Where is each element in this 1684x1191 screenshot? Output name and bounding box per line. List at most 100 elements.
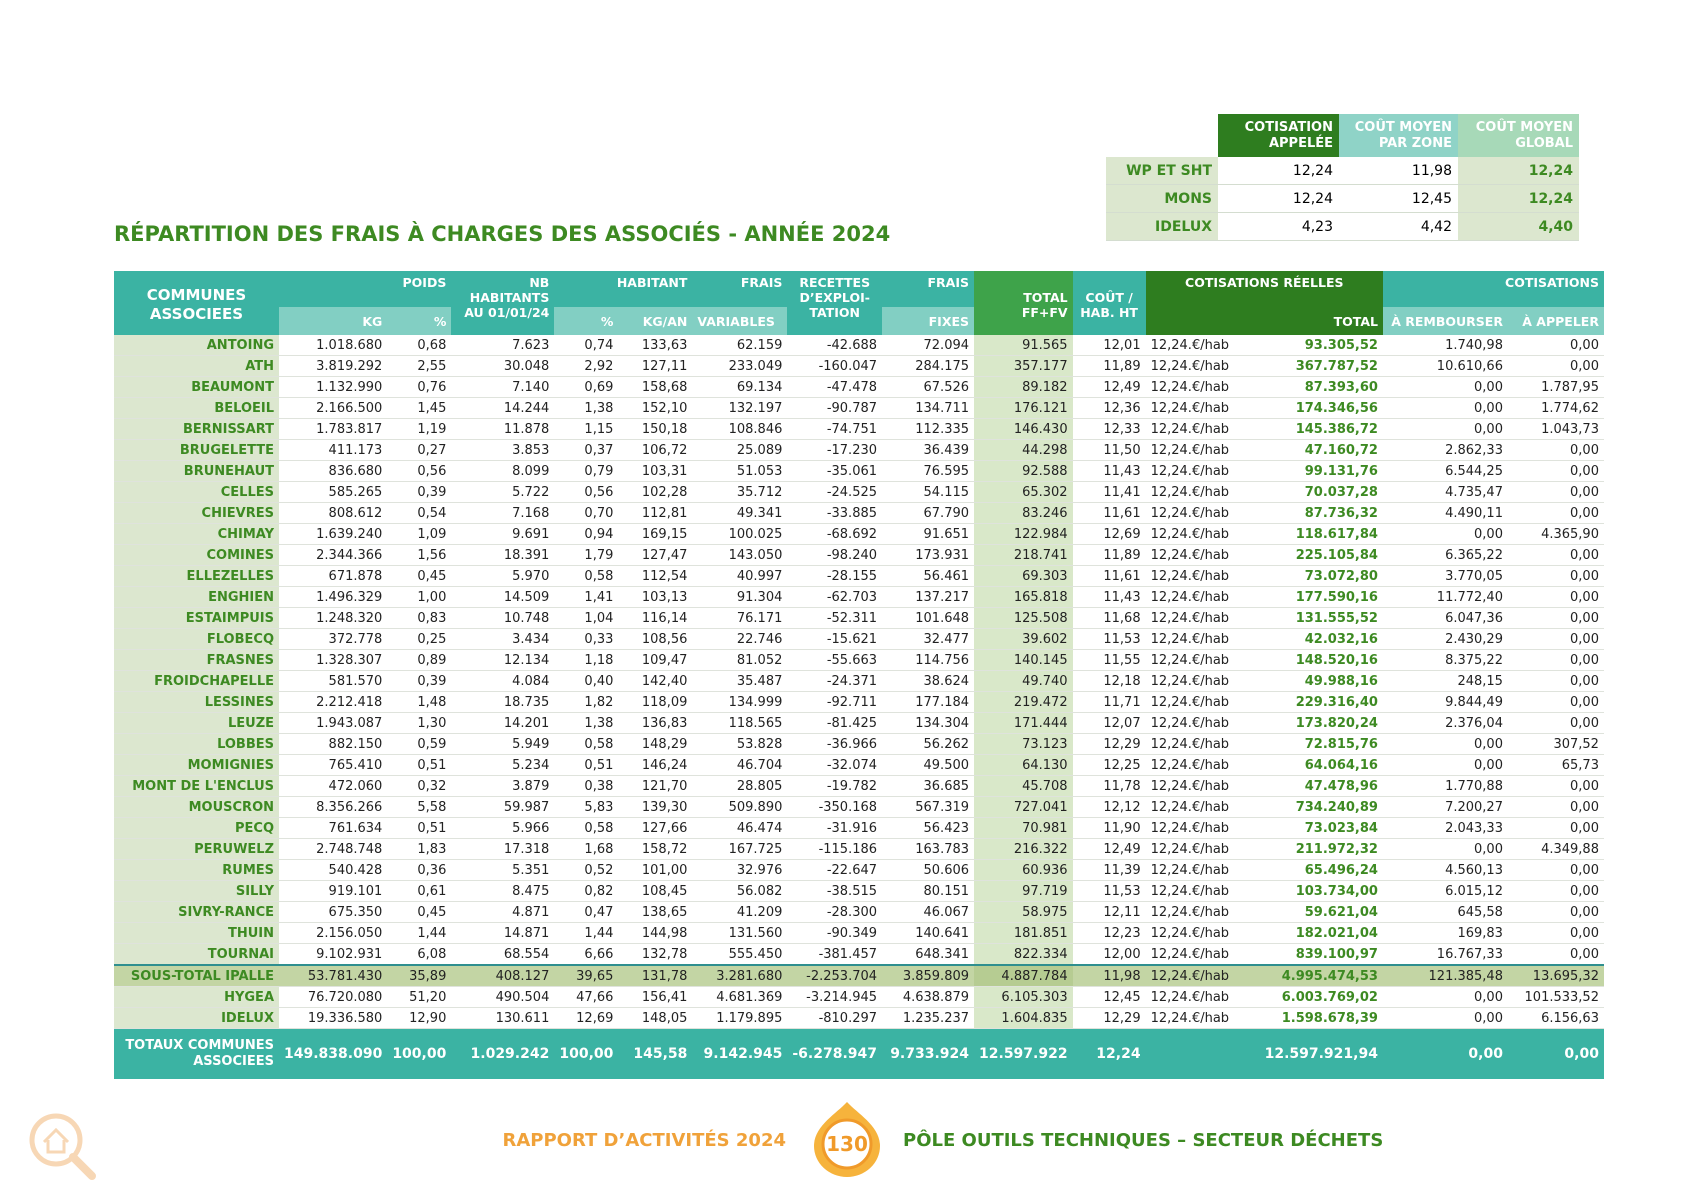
cell: 30.048: [451, 355, 555, 377]
cell: 6.156,63: [1507, 1007, 1604, 1029]
cell: 12,01: [1072, 335, 1146, 356]
cell: -19.782: [787, 775, 883, 797]
row-label: BRUGELETTE: [114, 439, 279, 461]
cell: 6.544,25: [1382, 460, 1508, 482]
cell: 1.018.680: [279, 335, 388, 356]
cell: 146.430: [974, 418, 1073, 440]
cell: 0,56: [387, 460, 452, 482]
cell: 167.725: [692, 838, 788, 860]
cell: 56.082: [692, 880, 788, 902]
header-cell: %: [387, 307, 452, 335]
cell: 132.197: [692, 397, 788, 419]
cell: 131.560: [692, 922, 788, 944]
cell: 1.328.307: [279, 649, 388, 671]
cell: 0,00: [1382, 376, 1508, 398]
cell: 32.976: [692, 859, 788, 881]
cell: 9.142.945: [692, 1028, 788, 1079]
table-row: BRUGELETTE 411.173 0,27 3.853 0,37 106,72 25.0…: [114, 439, 1604, 461]
header-cell: COTISATIONS: [1382, 271, 1604, 307]
cell: 2.376,04: [1382, 712, 1508, 734]
table-row: ATH 3.819.292 2,55 30.048 2,92 127,11 233.049-…: [114, 355, 1604, 377]
cell: 0,00: [1507, 607, 1604, 629]
cell: 0,00: [1507, 775, 1604, 797]
cell: 1,82: [554, 691, 619, 713]
cell: -90.349: [787, 922, 883, 944]
cell: 64.130: [974, 754, 1073, 776]
cell: 2.862,33: [1382, 439, 1508, 461]
cell: -47.478: [787, 376, 883, 398]
cell: -81.425: [787, 712, 883, 734]
cell: 132,78: [618, 943, 693, 966]
row-label: CHIEVRES: [114, 502, 279, 524]
header-cell: COMMUNES ASSOCIEES: [114, 271, 279, 335]
cell: 1.770,88: [1382, 775, 1508, 797]
cell: 108,56: [618, 628, 693, 650]
cell: 1.598.678,39: [1259, 1007, 1383, 1029]
header-cell: COÛT / HAB. HT: [1072, 271, 1146, 335]
cell: 11,43: [1072, 586, 1146, 608]
main-table: COMMUNES ASSOCIEES POIDS NB HABITANTS AU…: [114, 271, 1604, 1079]
cell: 53.781.430: [279, 964, 388, 987]
cell: 1,68: [554, 838, 619, 860]
cell: 2,92: [554, 355, 619, 377]
cell: 4.735,47: [1382, 481, 1508, 503]
cell: 67.526: [882, 376, 975, 398]
cell: 12,69: [1072, 523, 1146, 545]
cell: 8.356.266: [279, 796, 388, 818]
cell: 0,00: [1507, 544, 1604, 566]
cell: 11,98: [1339, 157, 1458, 185]
cell: 108,45: [618, 880, 693, 902]
cell: 12,23: [1072, 922, 1146, 944]
cell: 0,00: [1507, 880, 1604, 902]
cell: 0,68: [387, 335, 452, 356]
header-row: COMMUNES ASSOCIEES POIDS NB HABITANTS AU…: [114, 271, 1604, 335]
cell: 2.748.748: [279, 838, 388, 860]
header-cell: HABITANT: [554, 271, 693, 307]
cell: 70.981: [974, 817, 1073, 839]
cell: 0,00: [1382, 397, 1508, 419]
cell: 4,23: [1218, 212, 1339, 241]
header-cell: RECETTES D’EXPLOI-TATION: [787, 271, 883, 335]
cell: -74.751: [787, 418, 883, 440]
cell: 12,24.€/hab: [1145, 943, 1260, 966]
totals-row: TOTAUX COMMUNES ASSOCIEES 149.838.090 100,…: [114, 1028, 1604, 1079]
cell: 0,56: [554, 481, 619, 503]
cell: 4.490,11: [1382, 502, 1508, 524]
cell: 12,29: [1072, 733, 1146, 755]
cell: 3.879: [451, 775, 555, 797]
cell: 0,00: [1382, 1028, 1508, 1079]
cell: 0,00: [1507, 670, 1604, 692]
cell: -62.703: [787, 586, 883, 608]
cell: -32.074: [787, 754, 883, 776]
cell: 11,71: [1072, 691, 1146, 713]
cell: 12,49: [1072, 838, 1146, 860]
cell: 101,00: [618, 859, 693, 881]
cell: 92.588: [974, 460, 1073, 482]
header-row: KG % % KG/AN VARIABLES FIXES TOTAL À REM…: [114, 307, 1604, 335]
cell: 118.565: [692, 712, 788, 734]
cell: 100,00: [554, 1028, 619, 1079]
cell: 839.100,97: [1259, 943, 1383, 966]
cell: 127,47: [618, 544, 693, 566]
cell: 174.346,56: [1259, 397, 1383, 419]
cell: 12,24.€/hab: [1145, 712, 1260, 734]
cell: 645,58: [1382, 901, 1508, 923]
summary-header: COTISATION APPELÉE COÛT MOYEN PAR ZONE C…: [1106, 114, 1579, 157]
cell: 139,30: [618, 796, 693, 818]
cell: 125.508: [974, 607, 1073, 629]
header-cell: FIXES: [882, 307, 975, 335]
table-row: MONT DE L'ENCLUS 472.060 0,32 3.879 0,38 121,…: [114, 775, 1604, 797]
cell: 3.819.292: [279, 355, 388, 377]
summary-table: COTISATION APPELÉE COÛT MOYEN PAR ZONE C…: [1106, 114, 1579, 241]
blank-header: [1145, 307, 1260, 335]
cell: -350.168: [787, 796, 883, 818]
cell: 284.175: [882, 355, 975, 377]
cell: 675.350: [279, 901, 388, 923]
row-label: PECQ: [114, 817, 279, 839]
cell: 122.984: [974, 523, 1073, 545]
cell: 68.554: [451, 943, 555, 966]
cell: 0,54: [387, 502, 452, 524]
cell: 12,00: [1072, 943, 1146, 966]
cell: 5.966: [451, 817, 555, 839]
